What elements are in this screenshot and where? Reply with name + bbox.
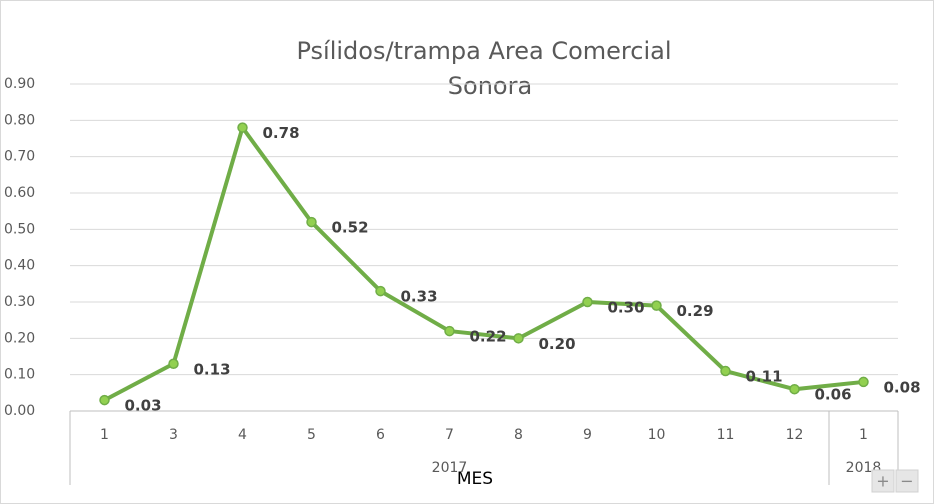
x-tick-label: 1	[100, 427, 109, 443]
data-label: 0.22	[470, 328, 507, 346]
y-tick-label: 0.30	[4, 294, 35, 310]
data-point	[168, 358, 179, 370]
y-tick-label: 0.80	[4, 112, 35, 128]
y-tick-label: 0.00	[4, 403, 35, 419]
y-tick-label: 0.60	[4, 185, 35, 201]
data-point	[375, 285, 386, 297]
zoom-button[interactable]	[871, 469, 895, 493]
data-label: 0.29	[677, 302, 714, 320]
data-label: 0.33	[401, 288, 438, 306]
data-point	[582, 296, 593, 308]
data-label: 0.78	[263, 124, 300, 142]
x-tick-label: 12	[786, 427, 804, 443]
y-tick-label: 0.20	[4, 330, 35, 346]
data-point	[720, 365, 731, 377]
data-label: 0.20	[539, 335, 576, 353]
data-line	[103, 125, 864, 402]
group-label: 2017	[432, 460, 468, 476]
data-point	[444, 325, 455, 337]
x-tick-label: 3	[169, 427, 178, 443]
data-label: 0.06	[815, 386, 852, 404]
data-label: 0.13	[194, 360, 231, 378]
data-point	[789, 383, 800, 395]
y-tick-label: 0.40	[4, 258, 35, 274]
data-label: 0.03	[125, 397, 162, 415]
data-point	[513, 333, 524, 344]
y-tick-label: 0.10	[4, 367, 35, 383]
zoom-button-label[interactable]: +	[876, 472, 889, 491]
x-tick-label: 4	[238, 427, 247, 443]
chart-title: Sonora	[448, 72, 532, 100]
x-tick-label: 9	[583, 427, 592, 443]
x-tick-label: 5	[307, 427, 316, 443]
data-point	[306, 216, 317, 228]
zoom-button-label[interactable]: −	[900, 472, 913, 491]
x-tick-label: 11	[717, 427, 735, 443]
y-tick-label: 0.90	[4, 76, 35, 92]
x-tick-label: 6	[376, 427, 385, 443]
x-tick-label: 8	[514, 427, 523, 443]
x-tick-label: 1	[859, 427, 868, 443]
chart-title: Psílidos/trampa Area Comercial	[296, 37, 671, 65]
data-label: 0.30	[608, 299, 645, 317]
zoom-button[interactable]	[895, 469, 919, 493]
y-tick-label: 0.50	[4, 221, 35, 237]
x-tick-label: 10	[648, 427, 666, 443]
y-tick-label: 0.70	[4, 149, 35, 165]
data-label: 0.52	[332, 219, 369, 237]
x-axis-title: MES	[457, 469, 493, 489]
data-label: 0.11	[746, 368, 783, 386]
data-label: 0.08	[884, 378, 921, 396]
data-point	[99, 394, 110, 406]
data-point	[237, 122, 248, 133]
data-point	[858, 376, 869, 388]
data-point	[651, 300, 662, 311]
x-tick-label: 7	[445, 427, 454, 443]
